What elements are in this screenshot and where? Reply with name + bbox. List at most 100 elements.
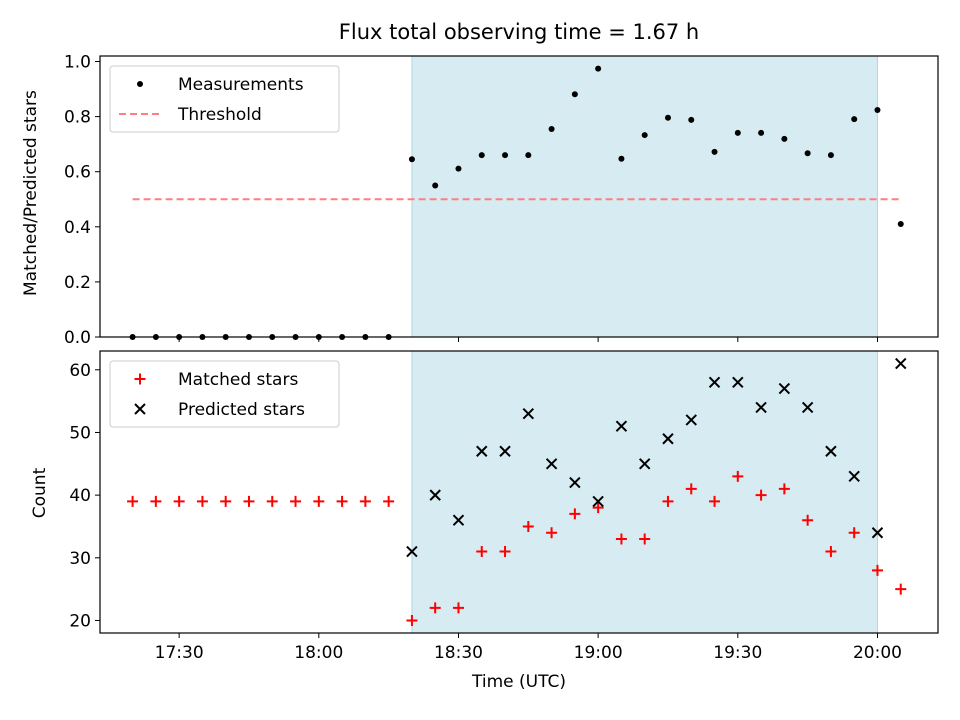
predicted-star-point [871, 527, 884, 539]
measurement-point [432, 182, 439, 189]
chart-title: Flux total observing time = 1.67 h [338, 20, 700, 44]
x-axis-label: Time (UTC) [472, 672, 566, 692]
measurement-point [408, 156, 415, 163]
matched-star-point [755, 489, 767, 501]
measurement-point [571, 91, 578, 98]
predicted-star-point [801, 401, 814, 414]
top-y-axis-label: Matched/Predicted stars [21, 90, 41, 296]
legend: Measurements Threshold [109, 65, 340, 133]
legend-box [109, 65, 340, 133]
matched-star-point [220, 495, 232, 507]
matched-star-point [196, 495, 208, 507]
observing-window-shading [411, 350, 878, 634]
y-tick-label: 30 [69, 549, 91, 569]
y-tick-label: 40 [69, 486, 91, 506]
measurement-point [548, 126, 555, 133]
matched-star-point [546, 527, 558, 539]
measurement-point [804, 150, 811, 157]
predicted-star-point [592, 495, 604, 508]
matched-star-point [802, 514, 814, 526]
predicted-star-point [755, 401, 767, 414]
measurement-point [525, 152, 532, 159]
legend-label: Measurements [178, 75, 304, 95]
measurement-point [595, 65, 602, 72]
matched-star-point [336, 495, 348, 507]
legend: Matched stars Predicted stars [109, 360, 340, 428]
matched-star-point [243, 495, 255, 507]
legend-marker-measurements [137, 81, 143, 87]
bottom-y-axis-label: Count [30, 467, 50, 519]
predicted-star-point [732, 376, 744, 389]
measurement-point [688, 116, 695, 123]
matched-star-point [639, 533, 651, 545]
matched-star-point [871, 564, 883, 576]
matched-star-point [662, 495, 674, 507]
matched-star-point [429, 602, 441, 614]
predicted-star-point [848, 470, 860, 483]
legend-label: Threshold [177, 105, 262, 125]
measurement-point [758, 129, 765, 136]
predicted-star-point [429, 489, 441, 501]
predicted-star-point [476, 445, 488, 457]
matched-star-point [266, 495, 278, 507]
predicted-star-point [569, 476, 581, 489]
matched-star-point [778, 483, 790, 495]
measurement-point [502, 152, 509, 159]
predicted-star-point [499, 445, 511, 457]
y-tick-label: 0.6 [64, 163, 91, 183]
panel-count: 20 30 40 50 60 17:30 18:00 18:30 19:00 19:30 20:00… [69, 350, 939, 663]
matched-star-point [569, 508, 581, 520]
x-tick-label: 19:00 [574, 643, 623, 663]
predicted-star-point [452, 514, 465, 526]
matched-star-point [359, 495, 371, 507]
predicted-star-point [825, 445, 837, 457]
matched-star-point [173, 495, 185, 507]
observing-window-shading [411, 55, 878, 338]
measurement-point [781, 135, 788, 142]
axes-frame [99, 55, 939, 338]
matched-star-point [150, 495, 162, 507]
predicted-star-point [685, 414, 697, 426]
matched-star-point [522, 520, 534, 532]
measurement-point [478, 152, 485, 159]
measurement-point [734, 129, 741, 136]
predicted-star-point [708, 376, 721, 389]
matched-star-point [476, 546, 488, 558]
matched-star-point [709, 495, 721, 507]
y-tick-label: 60 [69, 361, 91, 381]
predicted-star-point [778, 382, 791, 395]
measurement-point [874, 106, 881, 113]
legend-marker-predicted [134, 403, 146, 415]
matched-star-point [452, 602, 464, 614]
predicted-star-point [406, 545, 418, 558]
predicted-star-point [662, 433, 674, 445]
measurement-point [664, 114, 671, 121]
predicted-star-point [545, 458, 558, 470]
y-tick-label: 0.0 [64, 328, 91, 348]
x-tick-label: 19:30 [713, 643, 762, 663]
matched-star-point [895, 583, 907, 595]
x-tick-label: 18:00 [294, 643, 343, 663]
x-tick-label: 17:30 [155, 643, 204, 663]
matched-star-point [592, 502, 604, 514]
x-tick-label: 18:30 [434, 643, 483, 663]
predicted-star-point [522, 407, 535, 420]
y-tick-label: 0.2 [64, 273, 91, 293]
matched-star-point [313, 495, 325, 507]
matched-star-point [127, 495, 139, 507]
measurement-point [455, 165, 462, 172]
matched-star-point [290, 495, 302, 507]
legend-box [109, 360, 340, 428]
matched-star-point [406, 614, 418, 626]
matched-star-point [499, 546, 511, 558]
legend-marker-matched [134, 373, 146, 385]
measurement-point [897, 221, 904, 228]
predicted-star-point [638, 458, 651, 470]
panel-ratio: 0.0 0.2 0.4 0.6 0.8 1.0 Measurements Threshold [64, 53, 939, 348]
measurement-point [851, 116, 858, 123]
measurement-point [711, 148, 718, 155]
y-tick-label: 0.4 [64, 218, 91, 238]
matched-star-point [383, 495, 395, 507]
